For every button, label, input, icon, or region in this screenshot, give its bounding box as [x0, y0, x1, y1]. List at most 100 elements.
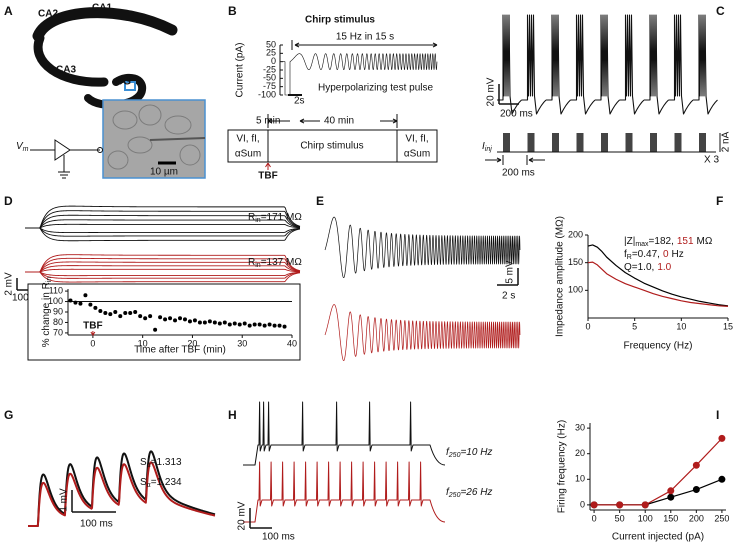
text-part: MΩ: [697, 236, 713, 247]
point: [128, 311, 133, 316]
point: [78, 301, 83, 306]
scale-label: 2 nA: [721, 131, 732, 152]
event-label: TBF: [83, 321, 102, 332]
point: [192, 318, 197, 323]
spike-trace: [497, 14, 522, 115]
scale-label: 100 ms: [262, 532, 295, 543]
current-step: [674, 133, 682, 152]
text-part: α: [147, 482, 151, 489]
text-part: 250: [448, 452, 461, 459]
point: [257, 322, 262, 327]
text-part: R: [248, 212, 255, 223]
point: [108, 312, 113, 317]
resistance-label: Rin=171 MΩ: [248, 212, 302, 225]
y-tick-label: -100: [258, 89, 276, 99]
point: [182, 317, 187, 322]
protocol-box: [227, 40, 438, 170]
y-tick-label: 30: [575, 422, 585, 432]
point: [123, 311, 128, 316]
region-label: DG: [116, 77, 131, 88]
scale-label: 20 mV: [237, 501, 248, 530]
panel-label: H: [228, 408, 237, 422]
resistance-label: Rin=137 MΩ: [248, 257, 302, 270]
spike-trace: [570, 14, 596, 115]
point: [237, 322, 242, 327]
point: [718, 434, 726, 442]
interval-label: 5 min: [256, 116, 280, 127]
scale-label: 2 mV: [4, 272, 15, 296]
panel-label: F: [716, 194, 723, 208]
spike-trace: [693, 14, 718, 115]
point: [68, 298, 73, 303]
text-part: in: [255, 262, 261, 269]
y-tick-label: -25: [263, 64, 276, 74]
point: [88, 302, 93, 307]
point: [103, 311, 108, 316]
current-step: [552, 133, 559, 152]
scale-label: 2 s: [502, 291, 515, 302]
interval-label: 40 min: [324, 116, 354, 127]
current-step: [699, 133, 706, 152]
x-tick-label: 10: [138, 338, 148, 348]
point: [227, 322, 232, 327]
y-tick-label: 100: [48, 296, 63, 306]
scale-label: 200 ms: [500, 109, 533, 120]
point: [202, 320, 207, 325]
y-axis-label: Firing frequency (Hz): [557, 420, 568, 513]
annotation: |Z|max=182, 151 MΩ: [624, 236, 713, 249]
spike-trace: [595, 14, 620, 115]
x-tick-label: 10: [676, 321, 686, 331]
inset-frame: [27, 283, 301, 361]
point: [232, 321, 237, 326]
text-part: max: [635, 241, 649, 248]
current-step: [650, 133, 657, 152]
firing-label: f250=10 Hz: [446, 447, 492, 460]
text-part: α: [147, 462, 151, 469]
chirp-response: [324, 216, 521, 279]
x-tick-label: 40: [287, 338, 297, 348]
scale-label: 2s: [294, 96, 305, 107]
x-axis-label: Time after TBF (min): [134, 345, 226, 356]
panel-label: G: [4, 408, 13, 422]
protocol-label: αSum: [235, 149, 261, 160]
text-part: I: [482, 141, 485, 152]
y-tick-label: 80: [53, 317, 63, 327]
x-tick-label: 150: [663, 513, 678, 523]
x-tick-label: 250: [714, 513, 729, 523]
step-trace: [25, 210, 301, 229]
point: [267, 322, 272, 327]
point: [272, 323, 277, 328]
current-step: [503, 133, 510, 152]
point: [153, 327, 158, 332]
point: [212, 320, 217, 325]
x-tick-label: 15: [723, 321, 733, 331]
protocol-label: αSum: [404, 149, 430, 160]
text-part: R: [248, 257, 255, 268]
y-tick-label: -50: [263, 73, 276, 83]
text-part: f: [446, 447, 450, 458]
text-part: V: [16, 141, 24, 152]
y-tick-label: 20: [575, 448, 585, 458]
point: [148, 314, 153, 319]
point: [692, 461, 700, 469]
text-part: 250: [448, 492, 461, 499]
y-tick-label: 0: [580, 499, 585, 509]
panel-label: C: [716, 4, 725, 18]
point: [207, 319, 212, 324]
step-trace: [25, 265, 301, 273]
step-trace: [25, 214, 301, 229]
text-part: in: [46, 277, 53, 283]
step-trace: [25, 227, 301, 237]
scale-label: 5 mV: [505, 260, 516, 284]
point: [133, 310, 138, 314]
text-part: |Z|: [624, 236, 635, 247]
y-axis-label: Current (pA): [235, 42, 246, 97]
x-axis-label: Frequency (Hz): [624, 341, 693, 352]
y-tick-label: 150: [568, 257, 583, 267]
series-line: [594, 437, 723, 506]
y-axis-label: % change in Rin: [41, 277, 54, 348]
spike-trace: [546, 14, 571, 115]
annotation: Q=1.0, 1.0: [624, 262, 672, 273]
y-tick-label: 10: [575, 474, 585, 484]
x-tick-label: 20: [187, 338, 197, 348]
